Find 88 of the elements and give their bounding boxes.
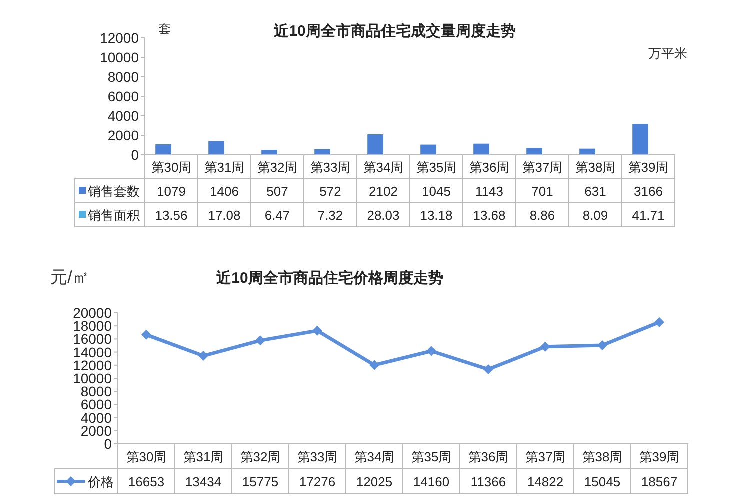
bar [156, 144, 172, 155]
point [370, 360, 380, 370]
x-tick-label: 第31周 [183, 450, 224, 464]
x-tick-label: 第33周 [310, 160, 351, 175]
data-label: 1406 [210, 184, 239, 199]
point [256, 336, 266, 346]
x-tick-label: 第31周 [204, 160, 245, 175]
x-tick-label: 第32周 [257, 160, 298, 175]
y2-axis-title: 万平米 [648, 46, 688, 61]
legend-label: 销售面积 [87, 208, 140, 223]
x-tick-label: 第38周 [575, 160, 616, 175]
y-tick-label: 10000 [100, 50, 140, 66]
bar [314, 149, 330, 155]
point [654, 317, 664, 328]
point [540, 342, 550, 352]
y-tick-label: 4000 [108, 108, 140, 124]
y-axis-title: 套 [159, 22, 171, 36]
x-tick-label: 第34周 [363, 160, 404, 175]
x-tick-label: 第30周 [151, 160, 192, 175]
data-label: 8.86 [530, 208, 556, 223]
data-label: 2102 [369, 184, 398, 199]
data-label: 12025 [356, 474, 393, 490]
x-tick-label: 第34周 [354, 450, 395, 464]
x-tick-label: 第39周 [628, 160, 669, 175]
x-tick-label: 第39周 [639, 450, 680, 464]
y-tick-label: 8000 [108, 69, 140, 85]
point [598, 340, 608, 350]
y-tick-label: 0 [104, 436, 112, 452]
y-axis-title: 元/㎡ [50, 268, 90, 287]
y-tick-label: 10000 [73, 370, 112, 386]
x-tick-label: 第35周 [416, 160, 457, 175]
bar [632, 124, 648, 155]
x-tick-label: 第32周 [240, 450, 281, 464]
point [484, 364, 494, 375]
data-label: 11366 [470, 474, 506, 490]
data-label: 8.09 [582, 208, 608, 223]
data-label: 7.32 [318, 208, 344, 223]
data-label: 15775 [242, 474, 279, 490]
bar [580, 148, 596, 155]
point [312, 326, 322, 336]
x-tick-label: 第36周 [468, 450, 509, 464]
bar [368, 134, 384, 155]
y-tick-label: 6000 [108, 88, 140, 104]
x-tick-label: 第37周 [522, 160, 563, 175]
legend-label: 价格 [87, 474, 114, 490]
data-label: 13.68 [473, 208, 506, 223]
y-tick-label: 0 [131, 147, 140, 163]
data-label: 28.03 [367, 208, 400, 223]
point [198, 351, 208, 362]
data-label: 13434 [185, 474, 222, 490]
bar [420, 144, 436, 155]
bar [526, 148, 542, 155]
x-tick-label: 第35周 [411, 450, 452, 464]
data-label: 1143 [476, 184, 504, 199]
x-tick-label: 第30周 [126, 450, 167, 464]
data-label: 41.71 [632, 208, 665, 223]
legend-label: 销售套数 [87, 184, 140, 199]
data-label: 6.47 [264, 208, 290, 223]
data-label: 701 [532, 184, 554, 199]
chart-title: 近10周全市商品住宅价格周度走势 [216, 269, 444, 287]
bar [262, 150, 278, 155]
data-label: 16653 [128, 474, 165, 490]
chart-title: 近10周全市商品住宅成交量周度走势 [273, 22, 516, 40]
data-label: 13.56 [155, 208, 188, 223]
data-label: 1045 [422, 184, 451, 199]
data-label: 507 [266, 184, 288, 199]
x-tick-label: 第37周 [525, 450, 566, 464]
data-label: 13.18 [420, 208, 453, 223]
x-tick-label: 第33周 [297, 450, 338, 464]
bar [474, 144, 490, 155]
point [142, 330, 152, 340]
y-tick-label: 2000 [108, 128, 140, 144]
data-label: 15045 [584, 474, 621, 490]
data-label: 1079 [157, 184, 186, 199]
data-label: 3166 [634, 184, 663, 199]
data-label: 17276 [299, 474, 336, 490]
data-label: 17.08 [208, 208, 241, 223]
data-label: 572 [320, 184, 342, 199]
data-label: 14160 [413, 474, 450, 490]
data-label: 631 [584, 184, 606, 199]
y-tick-label: 20000 [73, 305, 112, 321]
x-tick-label: 第38周 [582, 450, 623, 464]
x-tick-label: 第36周 [469, 160, 510, 175]
point [426, 346, 436, 356]
data-label: 18567 [641, 474, 678, 490]
bar [208, 141, 224, 155]
data-label: 14822 [527, 474, 564, 490]
y-tick-label: 12000 [100, 30, 140, 46]
